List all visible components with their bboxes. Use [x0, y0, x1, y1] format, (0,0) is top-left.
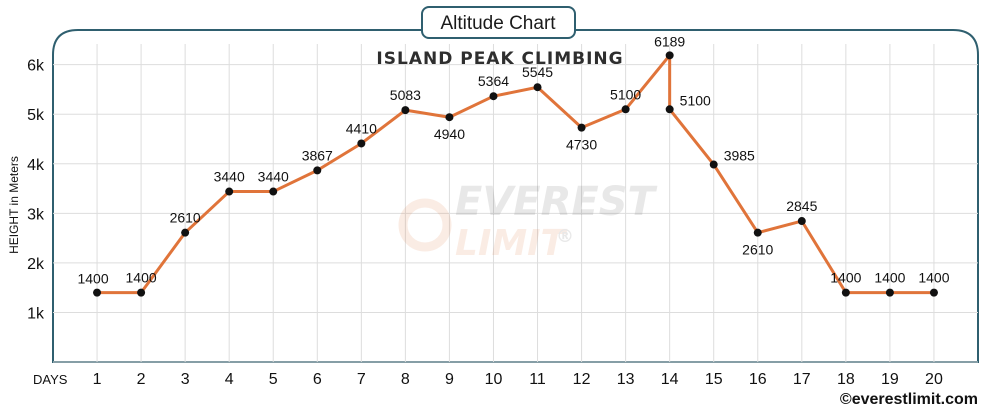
watermark-line1: EVEREST: [455, 179, 658, 225]
y-tick-label: 4k: [27, 157, 45, 174]
x-tick-label: 16: [749, 371, 767, 388]
data-point: [929, 288, 938, 297]
x-tick-label: 9: [445, 371, 454, 388]
y-tick-label: 1k: [27, 305, 45, 322]
data-point: [797, 217, 806, 226]
chart-frame: [52, 29, 979, 363]
x-tick-label: 20: [925, 371, 943, 388]
data-point: [313, 166, 322, 175]
data-point: [137, 288, 146, 297]
data-point: [225, 187, 234, 196]
x-tick-label: 2: [137, 371, 146, 388]
x-tick-label: 19: [881, 371, 899, 388]
x-tick-label: 7: [357, 371, 366, 388]
data-label: 5364: [478, 73, 509, 89]
data-label: 5083: [390, 87, 421, 103]
watermark-line2: LIMIT: [455, 223, 568, 264]
x-tick-label: 17: [793, 371, 811, 388]
x-tick-label: 14: [661, 371, 679, 388]
data-point: [445, 113, 454, 122]
data-label: 4730: [566, 137, 597, 153]
watermark: EVEREST LIMIT ®: [398, 179, 658, 264]
data-point: [93, 288, 102, 297]
data-point: [885, 288, 894, 297]
data-label: 3440: [214, 169, 245, 185]
data-point: [269, 187, 278, 196]
x-tick-label: 11: [529, 371, 546, 388]
x-tick-label: 18: [837, 371, 855, 388]
data-label: 4410: [346, 120, 377, 136]
y-axis-label: HEIGHT in Meters: [7, 156, 21, 254]
watermark-logo-icon: [398, 198, 452, 252]
y-ticks: 1k 2k 3k 4k 5k 6k: [27, 58, 45, 323]
data-point: [357, 139, 366, 148]
data-label: 3440: [258, 169, 289, 185]
x-tick-label: 10: [485, 371, 503, 388]
data-label: 1400: [830, 270, 861, 286]
data-point: [841, 288, 850, 297]
badge-box: [421, 6, 576, 39]
data-point: [181, 228, 190, 237]
data-label: 2845: [786, 198, 817, 214]
credit-text[interactable]: ©everestlimit.com: [840, 391, 978, 408]
data-label: 1400: [126, 270, 157, 286]
data-label: 3867: [302, 147, 333, 163]
chart-title: ISLAND PEAK CLIMBING: [376, 49, 623, 69]
data-label: 1400: [874, 270, 905, 286]
data-label: 5100: [680, 92, 711, 108]
x-tick-label: 4: [225, 371, 234, 388]
y-tick-label: 2k: [27, 256, 45, 273]
x-axis-label: DAYS: [33, 372, 68, 387]
data-point: [621, 105, 630, 114]
data-label: 1400: [77, 271, 108, 287]
x-tick-label: 12: [573, 371, 591, 388]
x-tick-label: 1: [93, 371, 102, 388]
data-label: 5100: [610, 86, 641, 102]
x-tick-label: 5: [269, 371, 278, 388]
x-tick-label: 13: [617, 371, 635, 388]
data-label: 2610: [170, 210, 201, 226]
y-tick-label: 3k: [27, 206, 45, 223]
data-label: 5545: [522, 64, 553, 80]
data-label: 2610: [742, 242, 773, 258]
data-points: [93, 51, 938, 297]
x-tick-label: 15: [705, 371, 723, 388]
y-tick-label: 6k: [27, 58, 45, 75]
data-point: [533, 83, 542, 92]
y-tick-label: 5k: [27, 107, 45, 124]
data-label: 4940: [434, 126, 465, 142]
x-ticks: 1 2 3 4 5 6 7 8 9 10 11 12 13 14 15 16 17 18 19 20: [93, 371, 943, 388]
data-point: [709, 160, 718, 169]
data-point: [401, 106, 410, 115]
x-tick-label: 8: [401, 371, 410, 388]
data-labels: 1400 1400 2610 3440 3440 3867 4410 5083 4940 5364…: [77, 33, 949, 286]
badge-label: Altitude Chart: [440, 13, 556, 34]
x-tick-label: 3: [181, 371, 190, 388]
data-point: [489, 92, 498, 101]
data-point: [753, 228, 762, 237]
data-point: [665, 51, 674, 60]
data-point: [577, 123, 586, 132]
data-label: 3985: [724, 148, 755, 164]
data-label: 6189: [654, 33, 685, 49]
watermark-registered-mark: ®: [556, 226, 574, 247]
data-point: [665, 105, 674, 114]
data-label: 1400: [918, 270, 949, 286]
x-tick-label: 6: [313, 371, 322, 388]
